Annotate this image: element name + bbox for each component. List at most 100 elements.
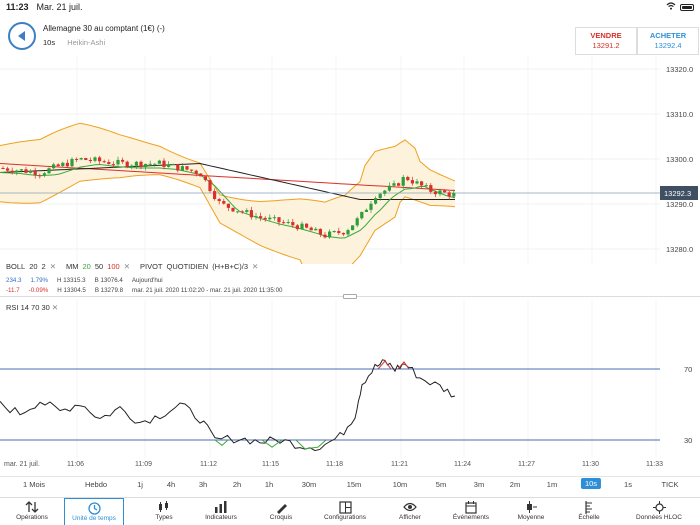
candle-body bbox=[438, 190, 442, 195]
toolbar-layout-button[interactable]: Configurations bbox=[315, 498, 375, 525]
rsi-tick-30: 30 bbox=[684, 436, 692, 445]
candle-body bbox=[121, 159, 125, 162]
candle-body bbox=[38, 175, 42, 177]
period-option-1s[interactable]: 1s bbox=[624, 480, 632, 489]
candle-body bbox=[254, 216, 258, 218]
toolbar-eye-button[interactable]: Afficher bbox=[380, 498, 440, 525]
pencil-icon bbox=[251, 498, 311, 514]
period-option-10s[interactable]: 10s bbox=[580, 478, 602, 489]
time-tick: mar. 21 juil. bbox=[4, 461, 40, 468]
candle-body bbox=[42, 173, 46, 176]
toolbar-operations-button[interactable]: Opérations bbox=[2, 498, 62, 525]
bar-chart-icon bbox=[191, 498, 251, 513]
period-option-3h[interactable]: 3h bbox=[198, 480, 208, 489]
period-option-5m[interactable]: 5m bbox=[435, 480, 447, 489]
candle-body bbox=[360, 211, 364, 219]
candle-body bbox=[272, 217, 276, 219]
toolbar-label: Moyenne bbox=[517, 514, 545, 521]
period-option-3m[interactable]: 3m bbox=[473, 480, 485, 489]
rsi-close-icon[interactable]: ✕ bbox=[51, 303, 59, 312]
buy-button[interactable]: ACHETER 13292.4 bbox=[637, 27, 699, 55]
candle-body bbox=[134, 161, 138, 166]
candle-body bbox=[328, 231, 332, 238]
pivot-close-icon[interactable]: ✕ bbox=[252, 262, 259, 271]
candle-body bbox=[176, 164, 180, 171]
candle-body bbox=[194, 170, 198, 174]
toolbar-pencil-button[interactable]: Croquis bbox=[251, 498, 311, 525]
toolbar-clock-button[interactable]: Unité de temps bbox=[64, 498, 124, 525]
clock: 11:23 bbox=[6, 2, 29, 12]
candle-body bbox=[309, 227, 313, 231]
candle-body bbox=[116, 159, 120, 165]
candle-body bbox=[130, 165, 134, 167]
period-option-1j[interactable]: 1j bbox=[137, 480, 143, 489]
indicator-bar: BOLL 20 2 ✕ MM 20 50 100 ✕ PIVOT QUOTIDI… bbox=[6, 262, 264, 271]
candle-body bbox=[374, 198, 378, 204]
price-tick: 13300.0 bbox=[666, 155, 693, 164]
candle-body bbox=[397, 183, 401, 186]
candle-body bbox=[33, 171, 37, 176]
candle-body bbox=[369, 203, 373, 210]
bollinger-band-fill bbox=[0, 123, 455, 264]
day-high: H 13315.3 bbox=[57, 277, 86, 284]
toolbar-candlestick-button[interactable]: Types bbox=[134, 498, 194, 525]
candle-body bbox=[346, 230, 350, 235]
boll-name[interactable]: BOLL bbox=[6, 262, 26, 271]
time-tick: 11:09 bbox=[135, 461, 152, 468]
pane-resize-handle[interactable] bbox=[343, 294, 357, 299]
sell-button[interactable]: VENDRE 13291.2 bbox=[575, 27, 637, 55]
period-option-30m[interactable]: 30m bbox=[301, 480, 317, 489]
period-option-tick[interactable]: TICK bbox=[661, 480, 679, 489]
mm-name[interactable]: MM bbox=[66, 262, 79, 271]
period-option-1m[interactable]: 1m bbox=[546, 480, 558, 489]
period-option-4h[interactable]: 4h bbox=[166, 480, 176, 489]
back-button[interactable] bbox=[8, 22, 36, 50]
pivot-param: (H+B+C)/3 bbox=[212, 262, 249, 271]
boll-close-icon[interactable]: ✕ bbox=[49, 262, 56, 271]
instrument-title: Allemagne 30 au comptant (1€) (-) bbox=[43, 24, 165, 33]
period-option-2m[interactable]: 2m bbox=[509, 480, 521, 489]
period-option-1-mois[interactable]: 1 Mois bbox=[22, 480, 46, 489]
status-bar: 11:23 Mar. 21 juil. bbox=[0, 0, 700, 14]
clock-icon bbox=[65, 499, 123, 515]
candle-body bbox=[125, 161, 129, 167]
candle-body bbox=[29, 171, 33, 173]
period-option-15m[interactable]: 15m bbox=[346, 480, 362, 489]
candle-body bbox=[139, 161, 143, 168]
candle-body bbox=[323, 234, 327, 238]
chart-type-label[interactable]: Heikin-Ashi bbox=[67, 38, 106, 47]
pivot-name[interactable]: PIVOT bbox=[140, 262, 163, 271]
candle-body bbox=[213, 191, 217, 200]
period-option-10m[interactable]: 10m bbox=[392, 480, 408, 489]
candle-body bbox=[332, 231, 336, 233]
candle-body bbox=[420, 181, 424, 186]
period-option-2h[interactable]: 2h bbox=[232, 480, 242, 489]
period-option-1h[interactable]: 1h bbox=[264, 480, 274, 489]
mm-close-icon[interactable]: ✕ bbox=[123, 262, 130, 271]
toolbar-average-button[interactable]: Moyenne bbox=[501, 498, 561, 525]
price-chart[interactable]: 13320.0 13310.0 13300.0 13290.0 13280.0 … bbox=[0, 56, 700, 264]
average-icon bbox=[501, 498, 561, 513]
sell-price: 13291.2 bbox=[592, 41, 620, 50]
rsi-name[interactable]: RSI bbox=[6, 303, 19, 312]
today-label: Aujourd'hui bbox=[131, 277, 163, 284]
candle-body bbox=[263, 217, 267, 220]
rsi-chart[interactable]: 70 30 bbox=[0, 300, 700, 458]
candle-body bbox=[167, 164, 171, 167]
period-option-hebdo[interactable]: Hebdo bbox=[84, 480, 108, 489]
candle-body bbox=[70, 158, 74, 167]
candle-body bbox=[415, 181, 419, 184]
toolbar-crosshair-button[interactable]: Données HLOC bbox=[629, 498, 689, 525]
toolbar-label: Échelle bbox=[578, 514, 600, 521]
toolbar-scale-button[interactable]: Échelle bbox=[559, 498, 619, 525]
candle-body bbox=[424, 185, 428, 187]
toolbar-bar-chart-button[interactable]: Indicateurs bbox=[191, 498, 251, 525]
candle-body bbox=[203, 176, 207, 181]
candle-body bbox=[401, 177, 405, 186]
toolbar-calendar-button[interactable]: Événements bbox=[441, 498, 501, 525]
candle-body bbox=[56, 164, 60, 167]
period-label[interactable]: 10s bbox=[43, 38, 56, 47]
rsi-overbought-segment bbox=[377, 360, 410, 370]
change-abs: 234.3 bbox=[6, 277, 22, 284]
rsi-param: 30 bbox=[41, 303, 50, 312]
